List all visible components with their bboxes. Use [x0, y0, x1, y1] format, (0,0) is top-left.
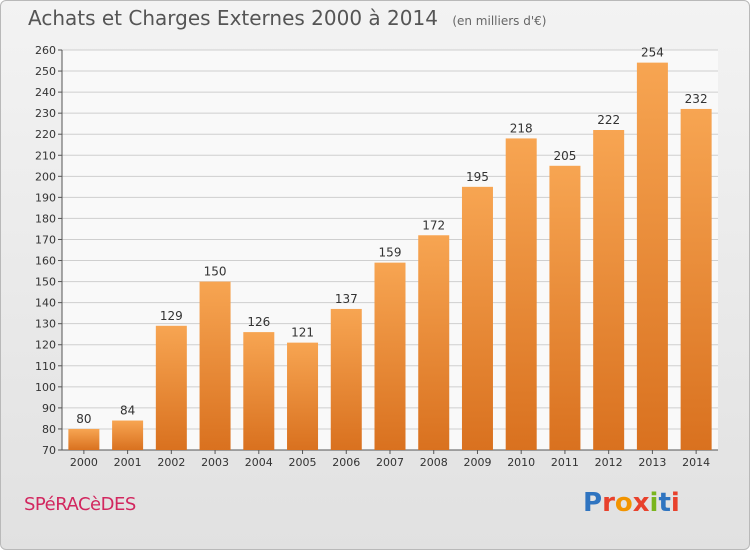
y-tick-label: 250 — [35, 65, 56, 78]
bar — [680, 108, 712, 451]
bar-value-label: 84 — [120, 404, 135, 418]
x-tick-label: 2012 — [595, 456, 623, 469]
chart-unit: (en milliers d'€) — [452, 14, 547, 28]
x-tick-label: 2004 — [245, 456, 273, 469]
logo-letter: i — [649, 488, 659, 518]
y-tick-label: 170 — [35, 233, 56, 246]
bar-value-label: 232 — [685, 92, 708, 106]
logo-letter: P — [583, 488, 603, 518]
y-tick-label: 150 — [35, 276, 56, 289]
logo-letter: x — [632, 488, 650, 518]
x-tick-label: 2002 — [157, 456, 185, 469]
y-tick-label: 200 — [35, 170, 56, 183]
logo-letter: i — [670, 488, 680, 518]
y-tick-label: 230 — [35, 107, 56, 120]
y-tick-label: 220 — [35, 128, 56, 141]
y-tick-label: 70 — [42, 444, 56, 457]
x-tick-label: 2001 — [114, 456, 142, 469]
bar — [112, 420, 144, 450]
bar-value-label: 129 — [160, 309, 183, 323]
bar — [68, 428, 100, 450]
bar — [243, 332, 275, 450]
bar-value-label: 126 — [247, 315, 270, 329]
x-tick-label: 2011 — [551, 456, 579, 469]
bar — [155, 325, 187, 450]
bar-value-label: 159 — [379, 246, 402, 260]
y-tick-label: 120 — [35, 339, 56, 352]
y-tick-label: 90 — [42, 402, 56, 415]
y-tick-label: 130 — [35, 318, 56, 331]
bar — [418, 235, 450, 450]
bar — [287, 342, 319, 450]
x-tick-label: 2013 — [638, 456, 666, 469]
bar — [505, 138, 537, 450]
proxiti-logo[interactable]: Proxiti — [583, 488, 680, 518]
x-tick-label: 2010 — [507, 456, 535, 469]
y-tick-label: 80 — [42, 423, 56, 436]
x-tick-label: 2009 — [463, 456, 491, 469]
x-tick-label: 2006 — [332, 456, 360, 469]
bar — [636, 62, 668, 450]
bar-value-label: 205 — [553, 149, 576, 163]
chart-title: Achats et Charges Externes 2000 à 2014 (… — [28, 6, 546, 30]
logo-letter: r — [602, 488, 615, 518]
logo-letter: o — [614, 488, 633, 518]
y-tick-label: 140 — [35, 297, 56, 310]
y-tick-label: 110 — [35, 360, 56, 373]
y-tick-label: 100 — [35, 381, 56, 394]
bar-value-label: 121 — [291, 326, 314, 340]
x-tick-label: 2003 — [201, 456, 229, 469]
x-tick-label: 2008 — [420, 456, 448, 469]
logo-letter: t — [658, 488, 671, 518]
bar — [549, 165, 581, 450]
bar-value-label: 137 — [335, 292, 358, 306]
x-tick-label: 2007 — [376, 456, 404, 469]
chart-title-text: Achats et Charges Externes 2000 à 2014 — [28, 6, 438, 30]
y-tick-label: 180 — [35, 212, 56, 225]
y-tick-label: 240 — [35, 86, 56, 99]
bar — [199, 281, 231, 450]
bar-value-label: 172 — [422, 218, 445, 232]
bar-value-label: 150 — [204, 265, 227, 279]
y-tick-label: 210 — [35, 149, 56, 162]
bar-value-label: 254 — [641, 46, 664, 60]
bar — [593, 130, 625, 450]
bar-value-label: 218 — [510, 121, 533, 135]
x-tick-label: 2014 — [682, 456, 710, 469]
bar-value-label: 222 — [597, 113, 620, 127]
y-tick-label: 190 — [35, 191, 56, 204]
bar-value-label: 80 — [76, 412, 91, 426]
bar-value-label: 195 — [466, 170, 489, 184]
bar — [461, 186, 493, 450]
x-tick-label: 2000 — [70, 456, 98, 469]
bar — [330, 308, 362, 450]
bar — [374, 262, 406, 450]
commune-name: SPéRACèDES — [24, 494, 136, 515]
y-tick-label: 260 — [35, 44, 56, 57]
x-tick-label: 2005 — [289, 456, 317, 469]
y-tick-label: 160 — [35, 255, 56, 268]
